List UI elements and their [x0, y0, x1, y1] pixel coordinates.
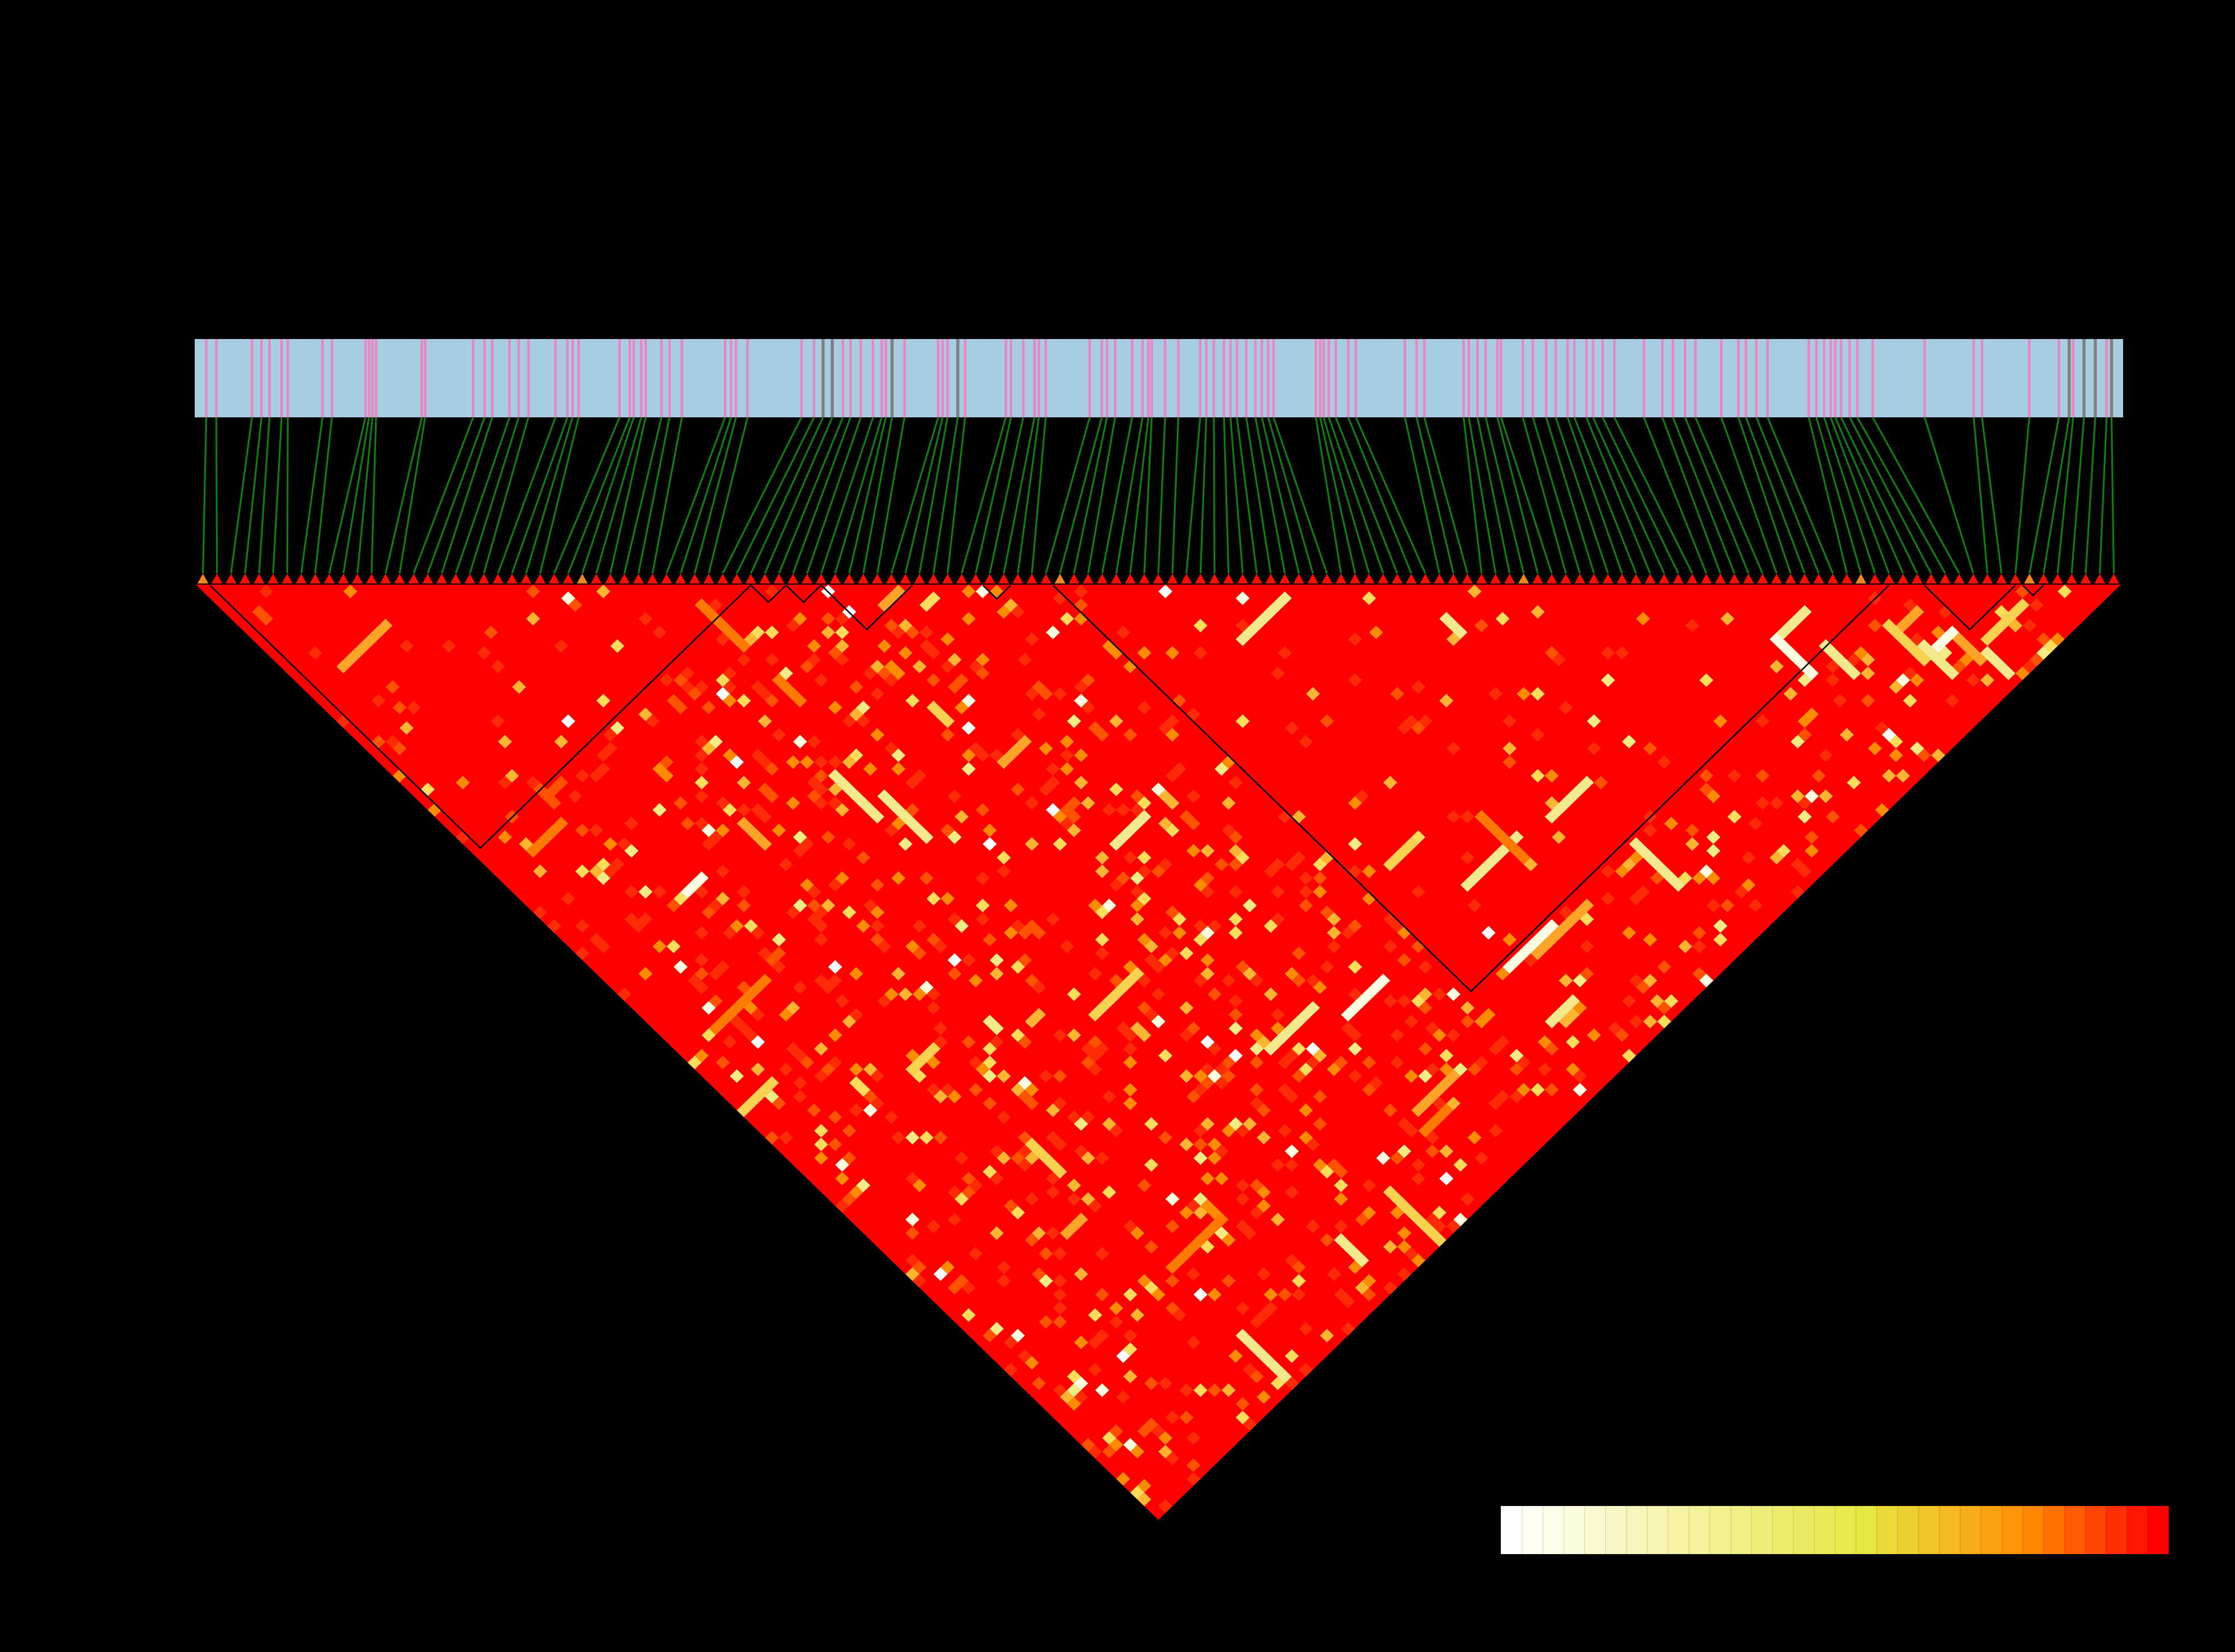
color-key-separator: [1647, 1506, 1648, 1554]
color-key-step: [1626, 1506, 1647, 1554]
color-key-step: [1709, 1506, 1731, 1554]
color-key-step: [2001, 1506, 2023, 1554]
color-key-separator: [1688, 1506, 1690, 1554]
color-key-separator: [1751, 1506, 1752, 1554]
color-key-separator: [2126, 1506, 2128, 1554]
color-key-step: [1668, 1506, 1689, 1554]
color-key-step: [1834, 1506, 1856, 1554]
marker-position-lines-pink: [205, 339, 2108, 417]
snp-triangle-markers: [195, 573, 2122, 586]
connector-lines: [202, 417, 2115, 574]
color-key-separator: [1980, 1506, 1982, 1554]
genomic-bar-rect: [195, 339, 2123, 417]
color-key-step: [1897, 1506, 1919, 1554]
color-key-step: [2064, 1506, 2086, 1554]
color-key-step: [1751, 1506, 1773, 1554]
color-key-separator: [1814, 1506, 1815, 1554]
color-key-separator: [1834, 1506, 1836, 1554]
color-key-separator: [1542, 1506, 1544, 1554]
color-key-step: [1960, 1506, 1982, 1554]
color-key-step: [1980, 1506, 2002, 1554]
color-key-step: [1855, 1506, 1877, 1554]
haplotype-block-outline: [1052, 585, 1890, 992]
color-key-step: [1730, 1506, 1752, 1554]
color-key-separator: [2022, 1506, 2023, 1554]
snp-triangles-red: [211, 573, 2120, 584]
color-key-step: [1688, 1506, 1710, 1554]
color-key-step: [1814, 1506, 1835, 1554]
marker-position-lines-gray: [821, 339, 2114, 417]
color-key-step: [1563, 1506, 1585, 1554]
color-key-separator: [1605, 1506, 1606, 1554]
color-key-separator: [1730, 1506, 1731, 1554]
color-key-step: [2126, 1506, 2148, 1554]
color-key-step: [1605, 1506, 1627, 1554]
color-key-step: [1792, 1506, 1814, 1554]
color-key-separator: [1918, 1506, 1919, 1554]
color-key-step: [1522, 1506, 1543, 1554]
haplotype-block-outline: [785, 585, 822, 604]
color-key-separator: [1626, 1506, 1627, 1554]
connector-line-fan: [202, 417, 2115, 574]
color-key-step: [2147, 1506, 2169, 1554]
color-key-step: [2084, 1506, 2106, 1554]
heatmap-base-triangle: [196, 585, 2121, 1520]
color-key-separator: [1938, 1506, 1940, 1554]
color-key-step: [1647, 1506, 1668, 1554]
genomic-position-bar: [195, 339, 2123, 417]
color-key-step: [1918, 1506, 1940, 1554]
haplotype-block-outline: [1923, 585, 2016, 631]
heatmap-top-baseline: [195, 583, 2122, 586]
haplotype-block-outline: [750, 585, 787, 604]
color-key-separator: [1522, 1506, 1523, 1554]
color-key-separator: [1772, 1506, 1773, 1554]
color-key-separator: [1876, 1506, 1877, 1554]
haplotype-block-outlines: [209, 585, 2044, 992]
color-key-separator: [1584, 1506, 1585, 1554]
color-key-separator: [1792, 1506, 1794, 1554]
color-key-step: [2106, 1506, 2128, 1554]
color-key-separator: [2001, 1506, 2003, 1554]
color-key-step: [1542, 1506, 1564, 1554]
color-key-step: [1501, 1506, 1522, 1554]
color-key-step: [2043, 1506, 2065, 1554]
color-key-step: [1938, 1506, 1960, 1554]
haplotype-block-outline: [820, 585, 913, 631]
color-key-separator: [2147, 1506, 2149, 1554]
color-key-separator: [2084, 1506, 2086, 1554]
color-key-separator: [1563, 1506, 1565, 1554]
color-key-separator: [1897, 1506, 1898, 1554]
color-key-separator: [1668, 1506, 1669, 1554]
color-key-separator: [1855, 1506, 1857, 1554]
color-key-step: [1584, 1506, 1605, 1554]
color-key-separator: [2043, 1506, 2044, 1554]
color-key-separator: [2064, 1506, 2065, 1554]
haplotype-block-outline: [982, 585, 1012, 600]
color-key-separator: [1709, 1506, 1711, 1554]
color-key-separator: [1960, 1506, 1961, 1554]
color-key-separator: [2106, 1506, 2107, 1554]
ld-heatmap-cells: [196, 585, 2121, 1520]
color-key-step: [1876, 1506, 1898, 1554]
color-key-step: [2022, 1506, 2044, 1554]
color-key-step: [1772, 1506, 1793, 1554]
haplotype-block-outline: [2022, 585, 2044, 597]
haplotype-block-outline: [209, 585, 752, 849]
color-key-legend: [1501, 1506, 2169, 1554]
